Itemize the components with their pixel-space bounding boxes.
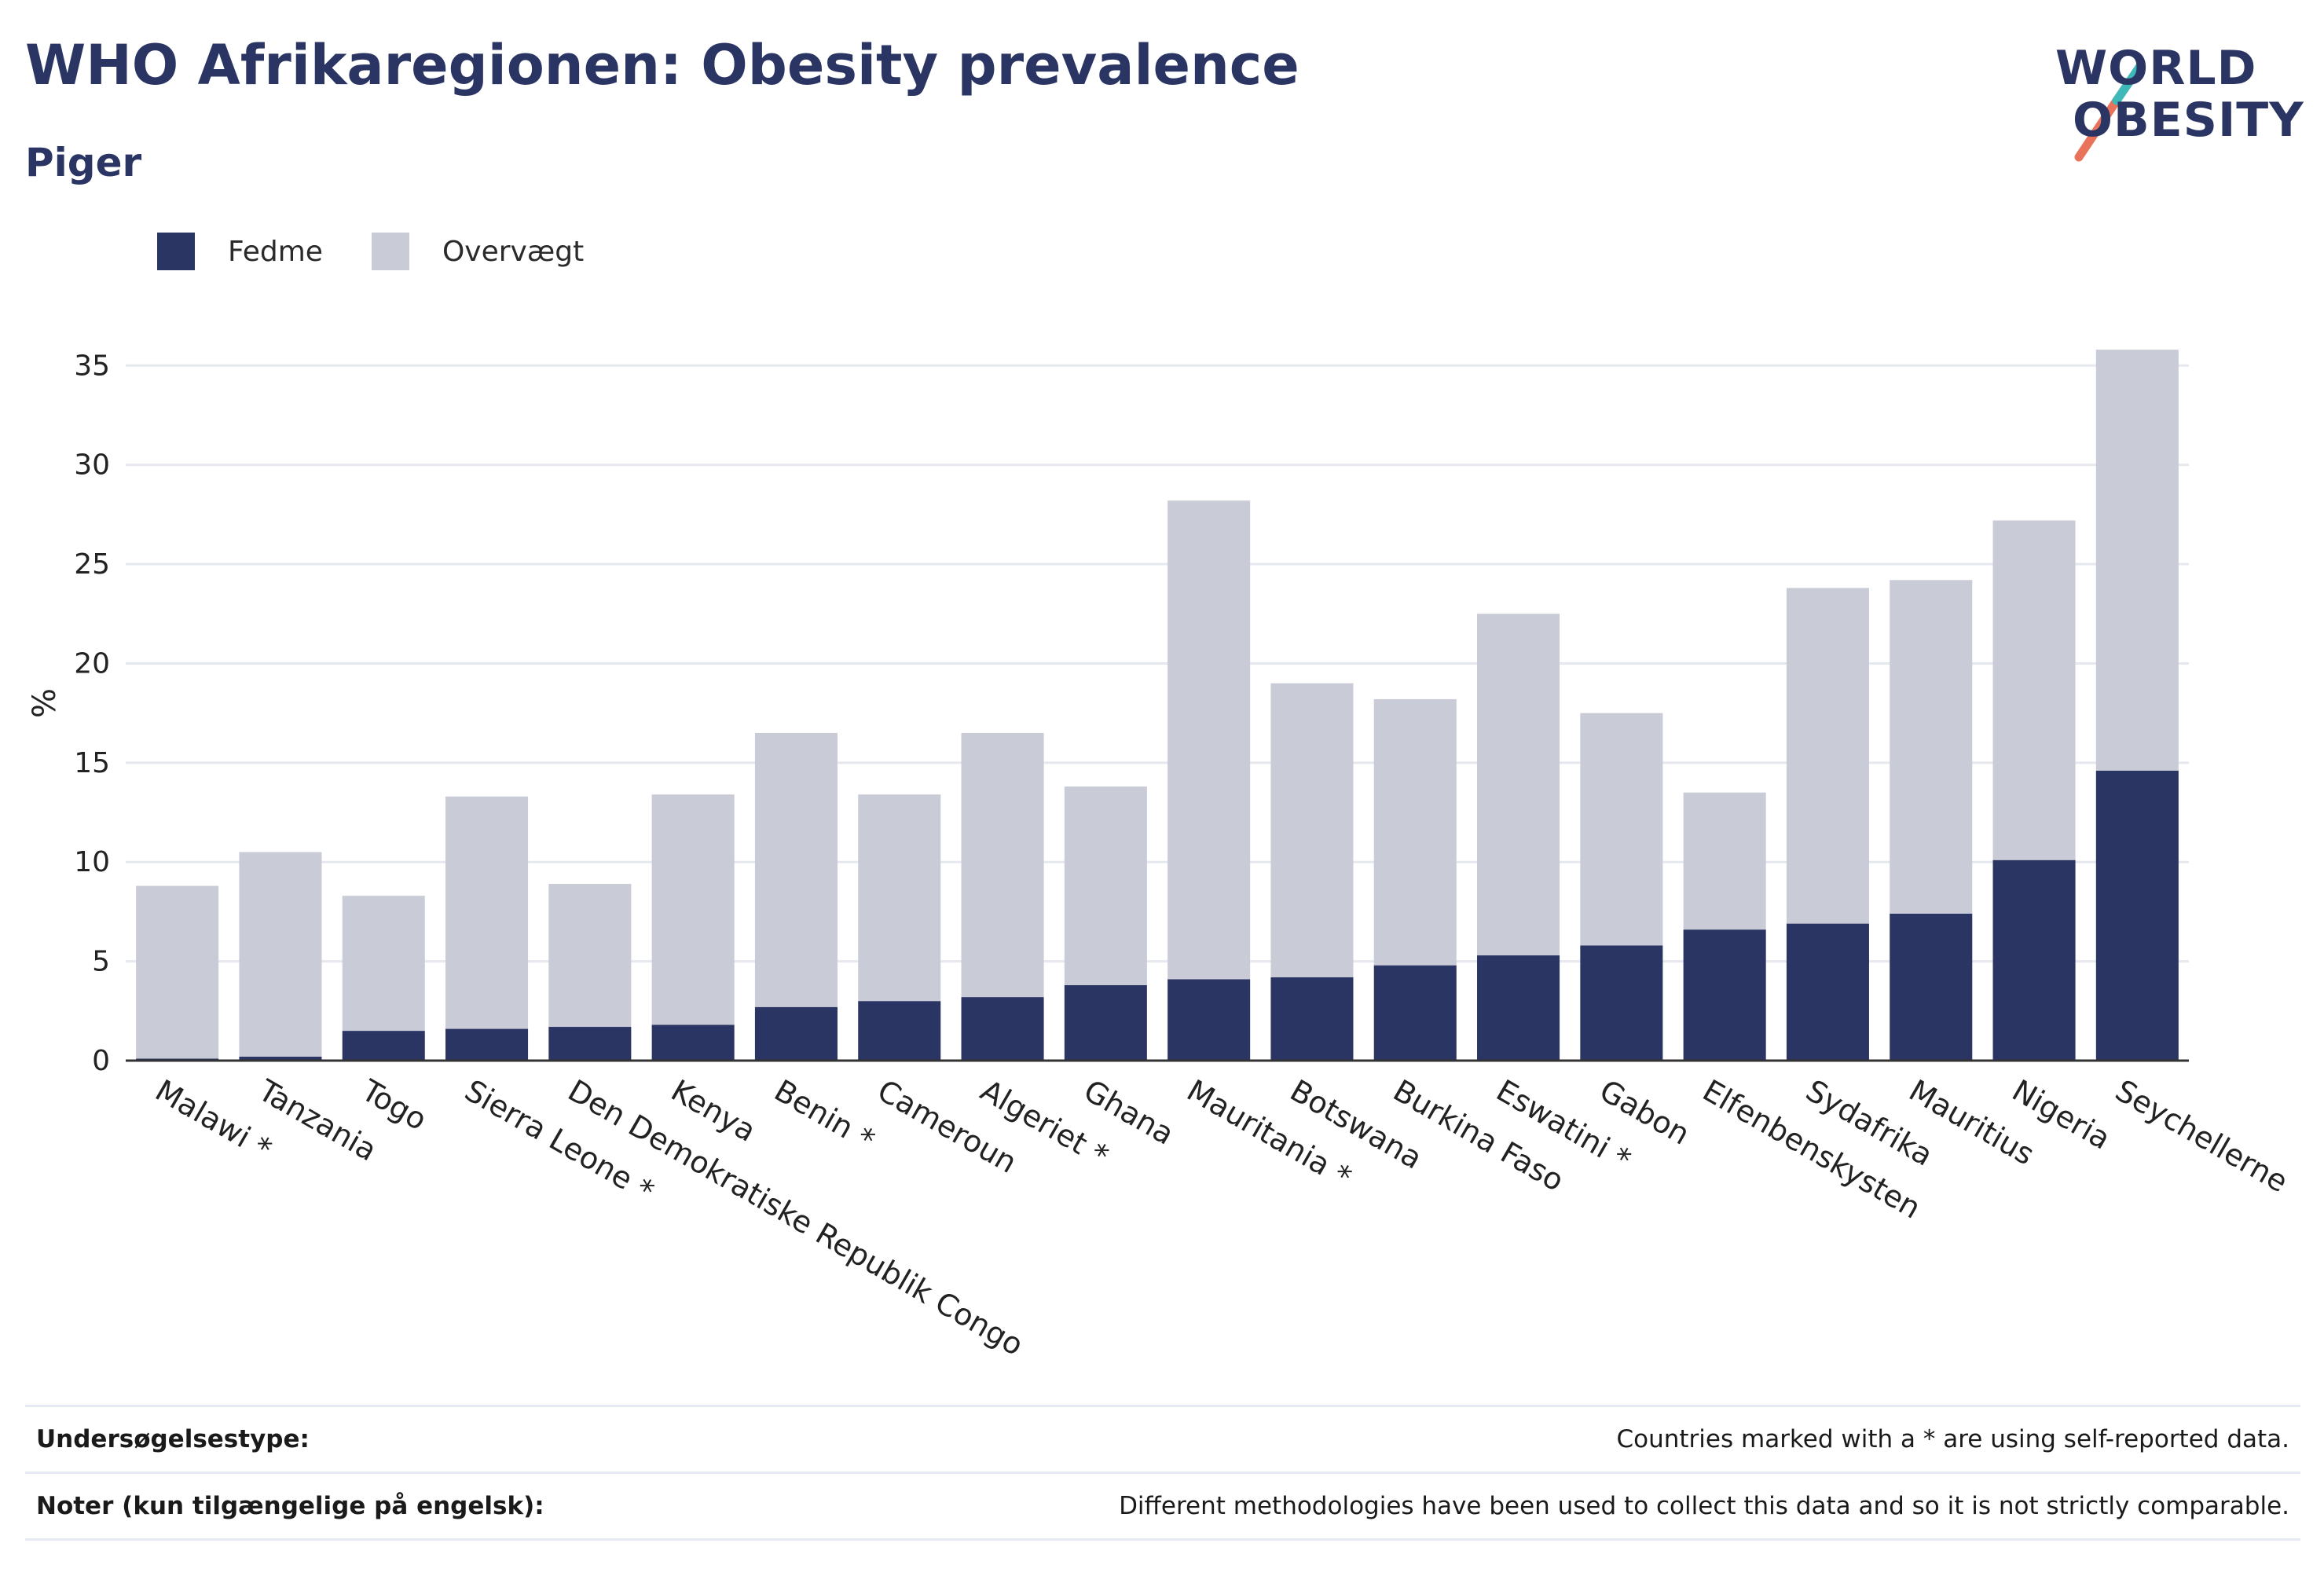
logo-word-1: WORLD	[2055, 41, 2257, 96]
y-tick-label-30: 30	[74, 449, 110, 482]
bar-fedme-benin	[754, 1006, 838, 1061]
footer-row-survey-type: Undersøgelsestype: Countries marked with…	[25, 1405, 2300, 1472]
bar-fedme-elfenbenskysten	[1683, 929, 1766, 1061]
legend-item-overvaegt[interactable]: Overvægt	[371, 233, 585, 270]
bar-overvaegt-ghana	[1064, 786, 1147, 985]
legend-item-fedme[interactable]: Fedme	[157, 233, 323, 270]
legend-label-fedme: Fedme	[228, 235, 323, 268]
x-tick-label-seychellerne: Seychellerne	[2110, 1073, 2293, 1200]
bar-overvaegt-gabon	[1580, 713, 1663, 946]
bar-overvaegt-nigeria	[1992, 520, 2076, 860]
chart-legend: Fedme Overvægt	[157, 233, 632, 270]
y-tick-label-10: 10	[74, 846, 110, 878]
legend-label-overvaegt: Overvægt	[442, 235, 585, 268]
chart-subtitle: Piger	[25, 140, 142, 185]
bar-overvaegt-malawi	[136, 885, 219, 1059]
bar-fedme-sydafrika	[1786, 923, 1869, 1061]
bar-fedme-gabon	[1580, 945, 1663, 1061]
bar-fedme-sierra-leone	[445, 1028, 529, 1061]
x-tick-label-malawi: Malawi *	[149, 1073, 277, 1167]
bar-overvaegt-burkina-faso	[1373, 698, 1457, 966]
bar-overvaegt-sierra-leone	[445, 796, 529, 1029]
y-tick-label-5: 5	[92, 946, 110, 978]
bar-overvaegt-botswana	[1270, 683, 1354, 977]
bar-overvaegt-benin	[754, 732, 838, 1007]
footer-key-notes: Noter (kun tilgængelige på engelsk):	[36, 1492, 544, 1520]
x-tick-label-togo: Togo	[355, 1072, 433, 1137]
bar-fedme-tanzania	[239, 1056, 322, 1061]
x-tick-label-tanzania: Tanzania	[252, 1072, 383, 1167]
bar-fedme-den-demokratiske-republik-congo	[548, 1027, 632, 1061]
bar-fedme-kenya	[651, 1024, 735, 1061]
bar-fedme-cameroun	[858, 1001, 941, 1061]
bar-fedme-ghana	[1064, 984, 1147, 1061]
bar-overvaegt-seychellerne	[2095, 350, 2179, 771]
bar-fedme-nigeria	[1992, 859, 2076, 1061]
bar-overvaegt-eswatini	[1477, 614, 1560, 956]
bar-overvaegt-togo	[342, 896, 425, 1032]
bar-overvaegt-elfenbenskysten	[1683, 792, 1766, 930]
world-obesity-logo: WORLD OBESITY	[2051, 22, 2310, 179]
bar-fedme-burkina-faso	[1373, 965, 1457, 1061]
bar-fedme-mauritania	[1167, 979, 1251, 1061]
bar-overvaegt-den-demokratiske-republik-congo	[548, 884, 632, 1028]
chart-footer: Undersøgelsestype: Countries marked with…	[25, 1405, 2300, 1541]
bar-overvaegt-algeriet	[961, 732, 1044, 998]
x-tick-label-benin: Benin *	[768, 1073, 881, 1158]
bar-fedme-algeriet	[961, 997, 1044, 1061]
footer-value-notes: Different methodologies have been used t…	[1119, 1492, 2289, 1520]
bar-overvaegt-cameroun	[858, 794, 941, 1002]
footer-key-survey-type: Undersøgelsestype:	[36, 1425, 310, 1453]
chart-title: WHO Afrikaregionen: Obesity prevalence	[25, 33, 1299, 97]
bar-overvaegt-sydafrika	[1786, 588, 1869, 924]
bar-overvaegt-mauritania	[1167, 500, 1251, 980]
logo-stripe-icon	[2074, 61, 2145, 162]
y-tick-label-15: 15	[74, 747, 110, 779]
bar-overvaegt-mauritius	[1890, 580, 1973, 914]
y-tick-label-35: 35	[74, 350, 110, 382]
bar-fedme-botswana	[1270, 977, 1354, 1061]
bar-fedme-eswatini	[1477, 955, 1560, 1061]
bar-fedme-seychellerne	[2095, 770, 2179, 1061]
bar-fedme-mauritius	[1890, 913, 1973, 1061]
bar-overvaegt-tanzania	[239, 852, 322, 1057]
legend-swatch-fedme	[157, 233, 195, 270]
bar-overvaegt-kenya	[651, 794, 735, 1025]
y-tick-label-25: 25	[74, 548, 110, 581]
logo-word-2: OBESITY	[2073, 93, 2304, 148]
y-tick-label-0: 0	[92, 1045, 110, 1077]
y-axis-label: %	[27, 688, 63, 718]
footer-row-notes: Noter (kun tilgængelige på engelsk): Dif…	[25, 1472, 2300, 1541]
x-tick-label-burkina-faso: Burkina Faso	[1387, 1073, 1570, 1198]
bar-fedme-togo	[342, 1031, 425, 1061]
legend-swatch-overvaegt	[371, 233, 409, 270]
footer-value-survey-type: Countries marked with a * are using self…	[1616, 1425, 2290, 1453]
y-tick-label-20: 20	[74, 647, 110, 680]
